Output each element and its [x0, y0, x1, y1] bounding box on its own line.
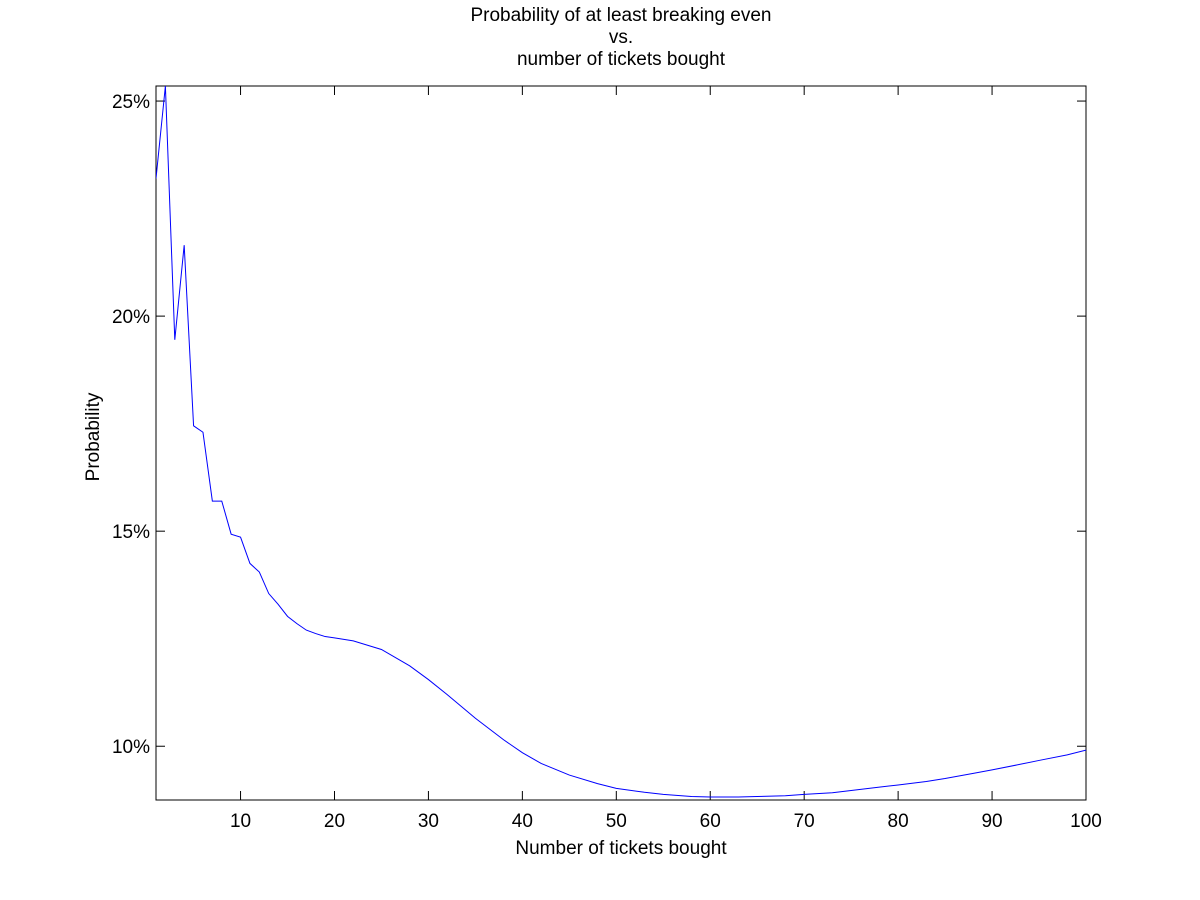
x-tick-label: 10 — [230, 811, 251, 832]
chart-title-line-2: vs. — [609, 27, 633, 48]
chart-title-line-1: Probability of at least breaking even — [470, 5, 771, 26]
chart-title-line-3: number of tickets bought — [517, 49, 726, 70]
chart-title: Probability of at least breaking evenvs.… — [470, 5, 771, 70]
y-tick-label: 20% — [112, 307, 150, 328]
x-tick-label: 70 — [794, 811, 815, 832]
x-tick-label: 30 — [418, 811, 439, 832]
y-tick-label: 15% — [112, 522, 150, 543]
x-axis-label: Number of tickets bought — [515, 838, 727, 859]
x-tick-label: 50 — [606, 811, 627, 832]
plot-area — [155, 85, 1087, 801]
x-tick-label: 90 — [981, 811, 1002, 832]
x-tick-label: 20 — [324, 811, 345, 832]
series-group — [156, 86, 1086, 798]
series-line-1 — [156, 86, 1086, 798]
y-tick-label: 25% — [112, 92, 150, 113]
x-tick-label: 80 — [888, 811, 909, 832]
y-tick-label: 10% — [112, 737, 150, 758]
x-tick-label: 100 — [1070, 811, 1102, 832]
y-axis: 10% 15% 20% 25% — [112, 92, 1086, 758]
x-tick-label: 60 — [700, 811, 721, 832]
x-axis: 10 20 30 40 50 60 70 80 90 100 — [230, 86, 1102, 832]
x-tick-label: 40 — [512, 811, 533, 832]
y-axis-label: Probability — [83, 392, 104, 481]
